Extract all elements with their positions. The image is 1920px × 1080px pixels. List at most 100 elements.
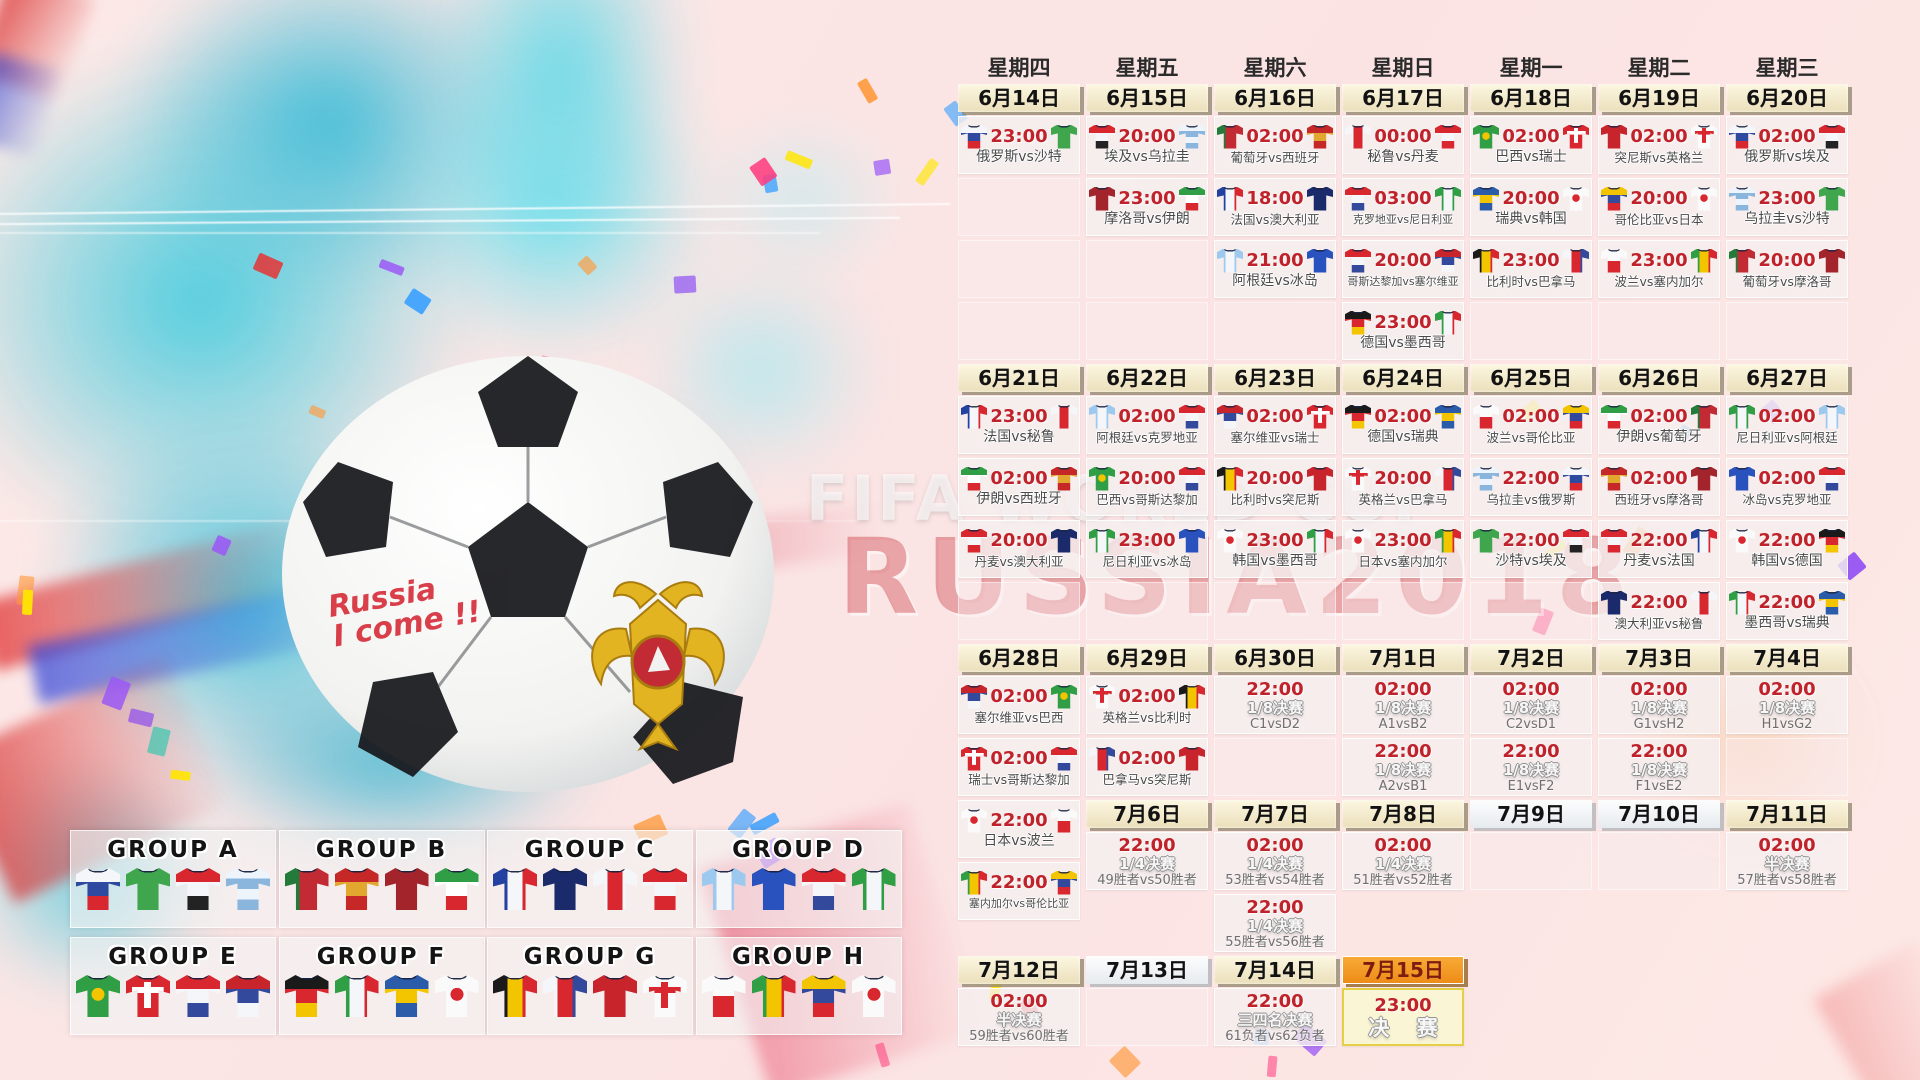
empty-cell: [1726, 302, 1848, 360]
date-header: 7月9日: [1470, 800, 1592, 828]
date-header: 6月25日: [1470, 364, 1592, 392]
knockout-time: 23:00: [1374, 994, 1432, 1016]
calendar-column-星期一: 6月18日 02:00 巴西vs瑞士 20:00 瑞典vs韩国 23:00 比利时vs巴拿马…: [1470, 84, 1592, 894]
home-jersey-RS-icon: [1217, 404, 1243, 429]
empty-cell: [1214, 738, 1336, 796]
home-jersey-SA-icon: [1473, 528, 1499, 553]
spacer: [1086, 894, 1208, 952]
knockout-time: 02:00: [990, 990, 1048, 1012]
match-teams: 德国vs墨西哥: [1360, 334, 1446, 351]
match-time: 20:00: [1118, 468, 1176, 489]
away-jersey-PA-icon: [1562, 248, 1589, 273]
match-time: 18:00: [1246, 188, 1304, 209]
away-jersey-TN-icon: [1306, 466, 1333, 491]
match-top-row: 20:00: [1471, 186, 1591, 211]
empty-cell: [1470, 832, 1592, 890]
match-teams: 沙特vs埃及: [1495, 552, 1567, 569]
empty-cell: [1086, 988, 1208, 1046]
match-teams: 韩国vs墨西哥: [1232, 552, 1318, 569]
away-jersey-SN-icon: [1434, 528, 1461, 553]
match-cell: 02:00 伊朗vs葡萄牙: [1598, 396, 1720, 454]
home-jersey-PL-icon: [1601, 248, 1627, 273]
date-header: 6月14日: [958, 84, 1080, 112]
weekday-label: 星期日: [1371, 56, 1435, 80]
match-cell: 02:00 俄罗斯vs埃及: [1726, 116, 1848, 174]
knockout-cell: 02:00 1/8决赛 C2vsD1: [1470, 676, 1592, 734]
match-top-row: 20:00: [1343, 466, 1463, 491]
match-time: 02:00: [990, 686, 1048, 707]
match-teams: 尼日利亚vs阿根廷: [1736, 429, 1838, 445]
match-cell: 02:00 塞尔维亚vs瑞士: [1214, 396, 1336, 454]
match-time: 22:00: [1502, 468, 1560, 489]
away-jersey-PL-icon: [1050, 808, 1077, 833]
match-teams: 法国vs秘鲁: [983, 428, 1055, 445]
calendar-column-星期二: 6月19日 02:00 突尼斯vs英格兰 20:00 哥伦比亚vs日本 23:00 波兰vs…: [1598, 84, 1720, 894]
weekday-label: 星期五: [1115, 56, 1179, 80]
knockout-cell: 02:00 1/8决赛 H1vsG2: [1726, 676, 1848, 734]
home-jersey-PE-icon: [1345, 124, 1371, 149]
home-jersey-CH-icon: [961, 746, 987, 771]
home-jersey-CR-icon: [1345, 248, 1371, 273]
match-time: 21:00: [1246, 250, 1304, 271]
knockout-cell: 22:00 1/4决赛 55胜者vs56胜者: [1214, 894, 1336, 952]
group-jersey-row: [697, 975, 901, 1017]
home-jersey-PL-icon: [1473, 404, 1499, 429]
match-cell: 02:00 葡萄牙vs西班牙: [1214, 116, 1336, 174]
away-jersey-HR-icon: [1178, 404, 1205, 429]
match-top-row: 23:00: [1727, 186, 1847, 211]
match-cell: 02:00 巴西vs瑞士: [1470, 116, 1592, 174]
away-jersey-AR-icon: [1818, 404, 1845, 429]
match-top-row: 23:00: [1343, 310, 1463, 335]
match-time: 23:00: [1502, 250, 1560, 271]
empty-cell: [1086, 302, 1208, 360]
match-top-row: 02:00: [1087, 684, 1207, 709]
group-jersey-row: [697, 868, 901, 910]
away-jersey-CO-icon: [1050, 870, 1077, 895]
date-header: 7月4日: [1726, 644, 1848, 672]
knockout-time: 22:00: [1502, 740, 1560, 762]
knockout-cell: 02:00 半决赛 59胜者vs60胜者: [958, 988, 1080, 1046]
match-top-row: 02:00: [1215, 124, 1335, 149]
match-teams: 瑞典vs韩国: [1495, 210, 1567, 227]
match-cell: 02:00 伊朗vs西班牙: [958, 458, 1080, 516]
home-jersey-BR-icon: [1089, 466, 1115, 491]
match-teams: 克罗地亚vs尼日利亚: [1352, 212, 1454, 226]
match-top-row: 23:00: [1343, 528, 1463, 553]
knockout-stage: 决 赛: [1368, 1015, 1448, 1040]
away-jersey-BE-icon: [1178, 684, 1205, 709]
weekday-label: 星期一: [1499, 56, 1563, 80]
date-header: 7月14日: [1214, 956, 1336, 984]
group-jersey-RU-icon: [76, 868, 120, 910]
group-jersey-EN-icon: [643, 975, 687, 1017]
match-top-row: 20:00: [1727, 248, 1847, 273]
home-jersey-DE-icon: [1345, 404, 1371, 429]
match-cell: 22:00 墨西哥vs瑞典: [1726, 582, 1848, 640]
match-teams: 德国vs瑞典: [1367, 428, 1439, 445]
match-time: 20:00: [990, 530, 1048, 551]
away-jersey-MX-icon: [1306, 528, 1333, 553]
home-jersey-RU-icon: [1729, 124, 1755, 149]
match-time: 02:00: [1502, 406, 1560, 427]
away-jersey-UY-icon: [1178, 124, 1205, 149]
group-jersey-AR-icon: [701, 868, 746, 910]
match-time: 22:00: [1758, 592, 1816, 613]
match-cell: 02:00 突尼斯vs英格兰: [1598, 116, 1720, 174]
match-time: 23:00: [1630, 250, 1688, 271]
knockout-time: 22:00: [1246, 896, 1304, 918]
knockout-cell: 22:00 1/4决赛 49胜者vs50胜者: [1086, 832, 1208, 890]
group-title: GROUP B: [315, 837, 448, 863]
match-time: 02:00: [1118, 406, 1176, 427]
group-jersey-row: [488, 975, 692, 1017]
match-cell: 22:00 丹麦vs法国: [1598, 520, 1720, 578]
match-top-row: 03:00: [1343, 186, 1463, 211]
match-top-row: 02:00: [959, 466, 1079, 491]
group-jersey-DE-icon: [284, 975, 329, 1017]
match-time: 22:00: [1630, 530, 1688, 551]
match-teams: 日本vs塞内加尔: [1358, 553, 1448, 569]
date-header: 7月12日: [958, 956, 1080, 984]
home-jersey-IR-icon: [1601, 404, 1627, 429]
match-top-row: 23:00: [1215, 528, 1335, 553]
empty-cell: [1214, 302, 1336, 360]
knockout-cell: 02:00 1/8决赛 G1vsH2: [1598, 676, 1720, 734]
knockout-stage: 半决赛: [996, 1010, 1042, 1029]
